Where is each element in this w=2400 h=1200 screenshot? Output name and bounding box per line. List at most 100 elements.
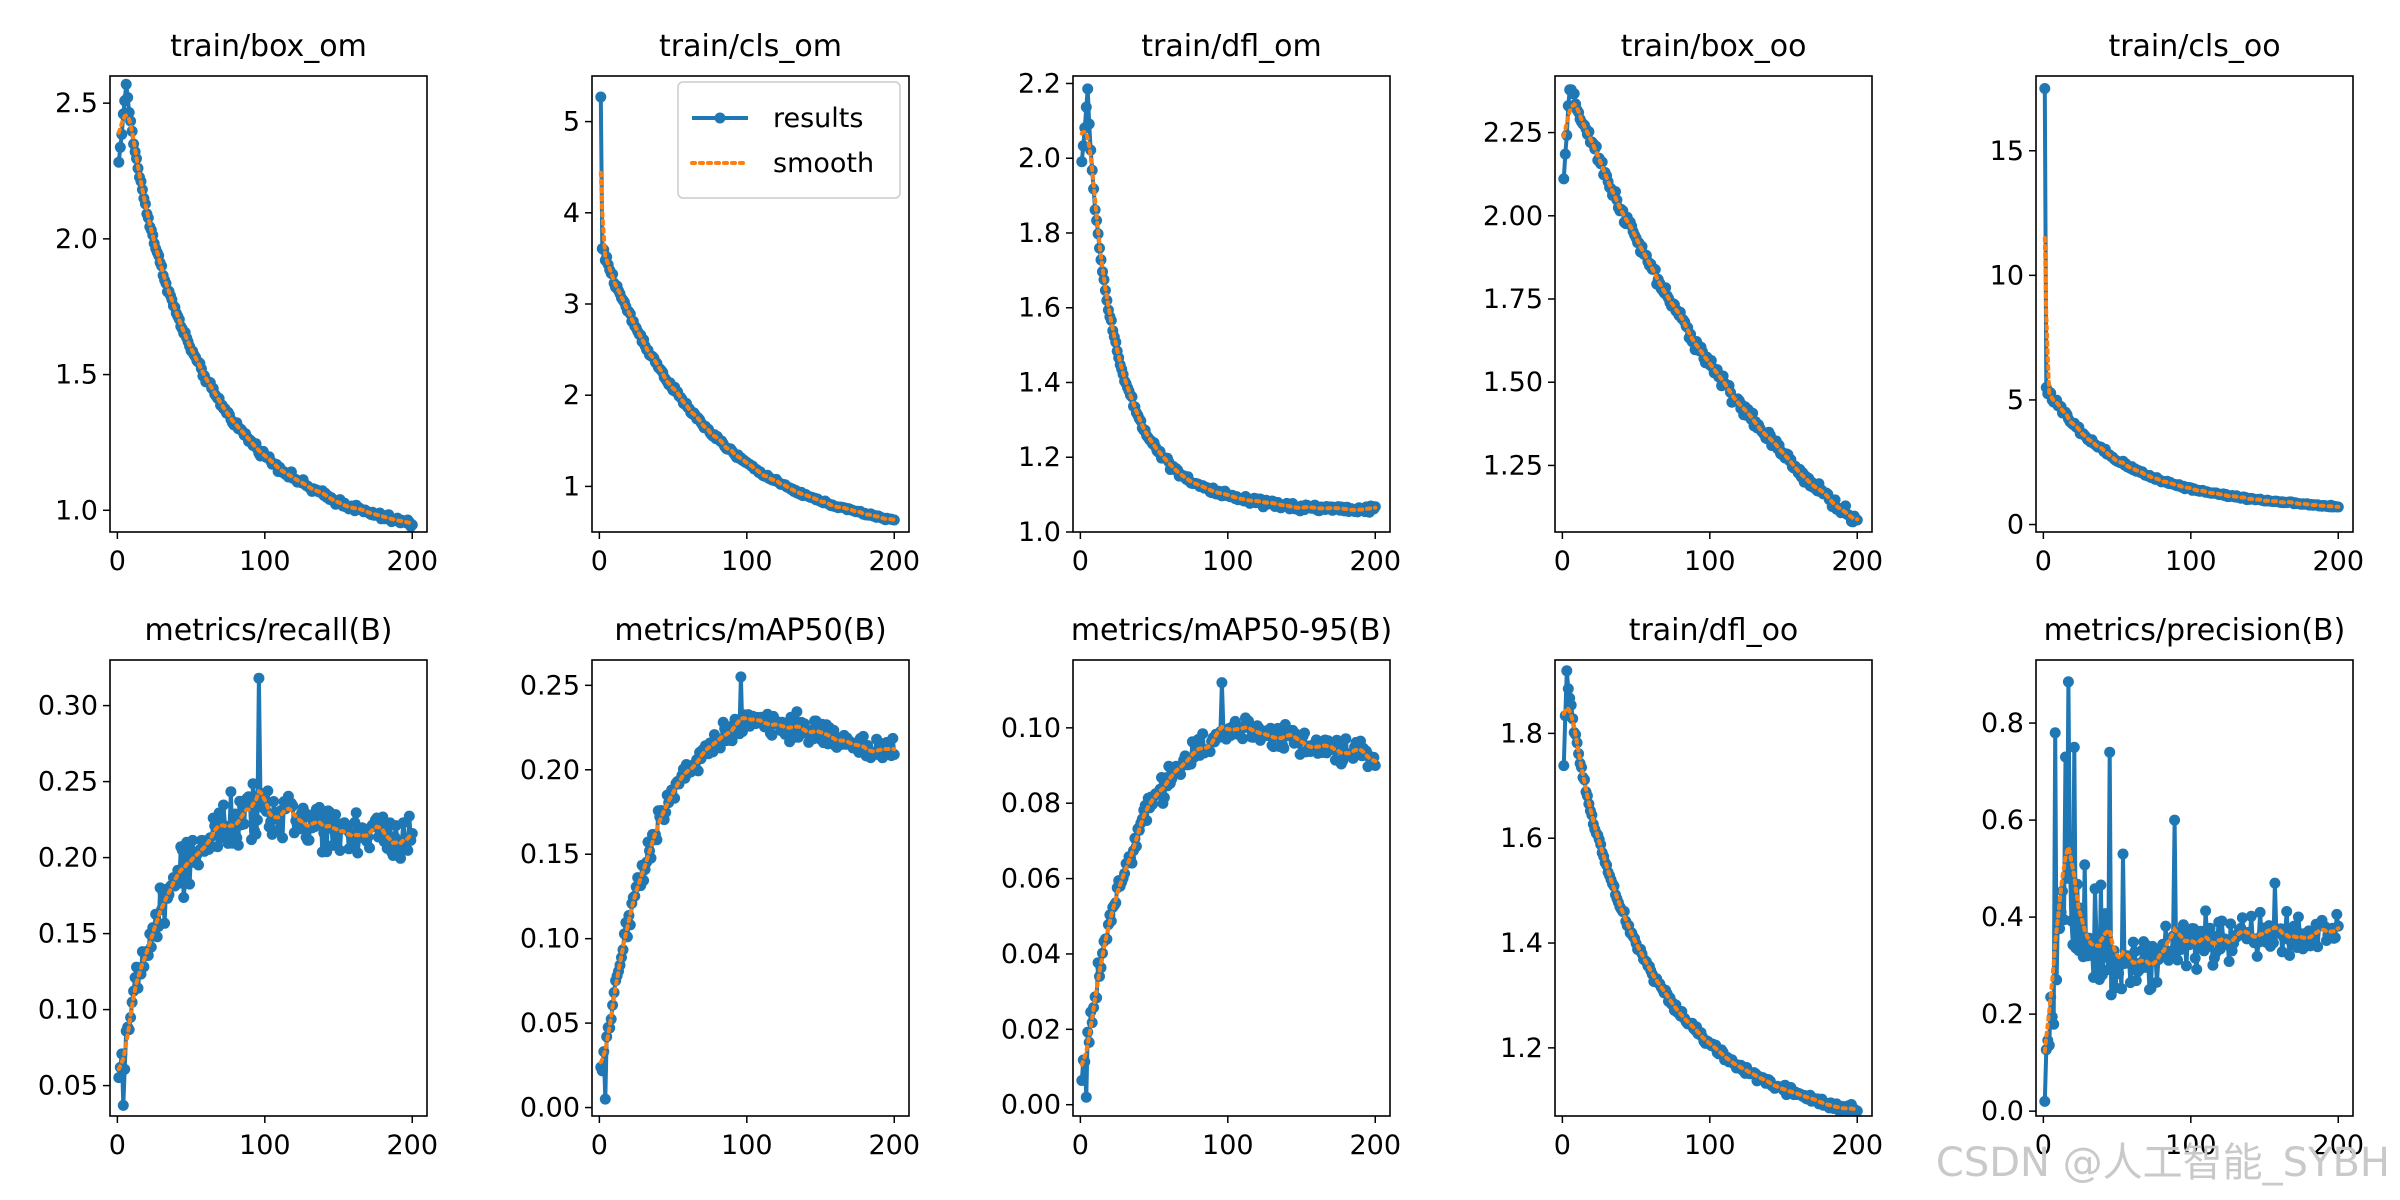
data-point	[2039, 83, 2051, 94]
y-tick-label: 0.04	[1001, 939, 1061, 970]
y-tick-label: 4	[563, 198, 580, 229]
data-point	[2236, 912, 2248, 924]
data-point	[2049, 727, 2061, 739]
x-tick-label: 200	[1349, 1130, 1401, 1161]
axes-frame	[1554, 659, 1873, 1117]
y-tick-label: 1	[563, 471, 580, 502]
data-point	[331, 833, 343, 845]
y-tick-label: 1.5	[55, 360, 98, 391]
data-point	[229, 808, 241, 820]
data-point	[151, 931, 163, 943]
y-tick-label: 0	[2007, 510, 2024, 541]
y-tick-label: 0.05	[38, 1071, 98, 1102]
plot-area	[1558, 84, 1863, 528]
data-point	[402, 844, 414, 856]
data-point	[1299, 727, 1310, 739]
y-tick-label: 0.2	[1981, 999, 2024, 1030]
x-tick-label: 100	[1684, 1130, 1736, 1161]
data-point	[395, 852, 406, 864]
axes-frame	[1554, 75, 1873, 533]
data-point	[2245, 910, 2257, 922]
data-point	[2113, 968, 2125, 979]
data-point	[1559, 148, 1571, 160]
data-point	[250, 828, 262, 840]
data-point	[2151, 976, 2163, 988]
data-point	[262, 785, 274, 797]
data-point	[669, 792, 681, 804]
axes-frame	[591, 75, 910, 533]
panel-train-dfl-om: train/dfl_om 0 100 200 1.0 1.2 1.4 1.6 1.8 2.0 2.2	[1018, 29, 1401, 577]
series-results-line	[1079, 86, 1377, 515]
data-point	[117, 1099, 129, 1111]
y-tick-label: 1.6	[1018, 293, 1061, 324]
y-tick-label: 0.00	[1001, 1090, 1061, 1121]
y-tick-label: 0.05	[520, 1008, 580, 1039]
data-point	[1216, 677, 1228, 689]
legend: results smooth	[677, 81, 901, 199]
panel-title: metrics/mAP50-95(B)	[1071, 613, 1392, 648]
panel-title: train/box_om	[170, 29, 367, 64]
data-point	[193, 859, 204, 871]
data-point	[2329, 932, 2341, 944]
data-point	[251, 814, 263, 826]
data-point	[2163, 954, 2175, 966]
data-point	[2068, 741, 2080, 753]
data-point	[2200, 905, 2212, 917]
panel-metrics-map50-95-b: metrics/mAP50-95(B) 0 100 200 0.00 0.02 0.04 0.…	[1001, 613, 1401, 1161]
data-point	[1083, 118, 1095, 130]
plot-area	[113, 78, 418, 532]
data-point	[766, 729, 778, 741]
x-tick-label: 200	[1831, 1130, 1883, 1161]
data-point	[223, 825, 235, 837]
data-point	[2177, 919, 2189, 931]
y-tick-label: 1.25	[1483, 450, 1543, 481]
x-tick-label: 200	[2312, 546, 2364, 577]
data-point	[2062, 676, 2074, 688]
x-tick-label: 200	[2312, 1130, 2364, 1161]
y-tick-label: 0.00	[520, 1093, 580, 1124]
data-point	[303, 834, 315, 846]
y-tick-label: 3	[563, 289, 580, 320]
series-smooth-line	[1561, 705, 1860, 1112]
data-point	[1562, 683, 1574, 695]
data-point	[2060, 751, 2071, 763]
data-point	[735, 671, 747, 683]
data-point	[2254, 906, 2266, 918]
data-point	[1558, 760, 1570, 772]
axes-frame	[2035, 75, 2354, 533]
x-tick-label: 100	[1202, 1130, 1254, 1161]
y-tick-label: 0.0	[1981, 1096, 2024, 1127]
y-tick-label: 1.8	[1500, 718, 1543, 749]
y-tick-label: 2	[563, 380, 580, 411]
data-point	[1340, 733, 1352, 745]
y-tick-label: 0.15	[520, 839, 580, 870]
panel-title: train/dfl_om	[1141, 29, 1321, 64]
legend-results-label: results	[773, 103, 863, 134]
data-point	[350, 807, 362, 819]
data-point	[218, 799, 229, 811]
y-tick-label: 2.2	[1018, 68, 1061, 99]
series-smooth-line	[598, 716, 897, 1065]
series-smooth-line	[1079, 724, 1378, 1067]
y-tick-label: 0.10	[38, 995, 98, 1026]
data-point	[1158, 792, 1170, 803]
y-tick-label: 0.06	[1001, 864, 1061, 895]
panel-title: train/box_oo	[1621, 29, 1807, 64]
axes-frame	[109, 75, 428, 533]
axes-frame	[1072, 75, 1391, 533]
x-tick-label: 0	[2035, 1130, 2052, 1161]
x-tick-label: 100	[239, 546, 291, 577]
data-point	[2127, 936, 2139, 948]
data-point	[1237, 733, 1249, 745]
data-point	[212, 841, 224, 853]
data-point	[253, 672, 265, 684]
data-point	[1076, 156, 1088, 168]
data-point	[599, 1093, 611, 1105]
data-point	[1568, 88, 1580, 100]
data-point	[334, 845, 346, 856]
y-tick-label: 5	[2007, 385, 2024, 416]
y-tick-label: 2.00	[1483, 201, 1543, 232]
panel-train-cls-om: train/cls_om 0 100 200 1 2 3 4 5 results smooth	[563, 29, 920, 577]
data-point	[887, 732, 899, 744]
y-tick-label: 2.0	[55, 224, 98, 255]
